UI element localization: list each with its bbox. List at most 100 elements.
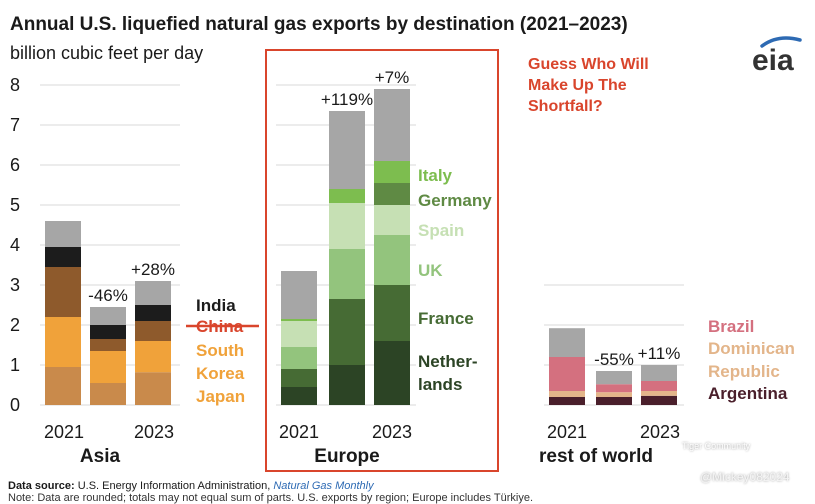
bar-segment (374, 285, 410, 341)
bar-segment (641, 395, 677, 405)
bar-segment (135, 341, 171, 373)
bar-segment (90, 307, 126, 325)
y-tick-label: 8 (10, 75, 20, 95)
x-tick-label: 2021 (279, 422, 319, 442)
eia-logo-text: eia (752, 44, 794, 77)
x-tick-label: 2023 (640, 422, 680, 442)
callout-text: Guess Who Will Make Up The Shortfall? (528, 54, 728, 117)
bar-segment (329, 189, 365, 203)
bar-segment (374, 161, 410, 183)
source-text: U.S. Energy Information Administration, (77, 480, 271, 492)
bar-segment (281, 321, 317, 347)
y-tick-label: 1 (10, 355, 20, 375)
bar-segment (281, 271, 317, 319)
eia-logo-icon: eia (752, 36, 802, 77)
bar-segment (549, 357, 585, 391)
watermark-community: Tiger Community (682, 441, 751, 451)
bar-segment (596, 371, 632, 385)
legend-label: Dominican (708, 339, 795, 358)
bar-segment (329, 299, 365, 365)
change-label: +119% (321, 90, 373, 109)
bar-segment (596, 384, 632, 393)
legend-label: Brazil (708, 317, 754, 336)
change-label: -55% (594, 350, 634, 369)
bar-segment (641, 391, 677, 396)
bar-segment (374, 341, 410, 405)
bar-segment (374, 183, 410, 205)
change-label: +7% (375, 68, 410, 87)
bar-segment (549, 397, 585, 405)
legend-label: Spain (418, 221, 464, 240)
bar-segment (90, 351, 126, 383)
bar-segment (281, 387, 317, 405)
legend-label: Nether- (418, 352, 478, 371)
legend-label: Germany (418, 191, 492, 210)
bar-segment (374, 205, 410, 235)
source-publication-link[interactable]: Natural Gas Monthly (273, 480, 374, 492)
y-tick-label: 4 (10, 235, 20, 255)
callout-line: Shortfall? (528, 98, 603, 115)
watermark-handle: @Mickey082024 (700, 470, 790, 484)
callout-line: Make Up The (528, 77, 627, 94)
bar-segment (549, 328, 585, 357)
group-label: Europe (314, 446, 379, 467)
bar-segment (549, 391, 585, 397)
legend-label: UK (418, 261, 443, 280)
bar-segment (90, 325, 126, 339)
bar-segment (45, 221, 81, 247)
chart-subtitle: billion cubic feet per day (10, 43, 204, 63)
group-label: rest of world (539, 446, 653, 467)
legend-label: Japan (196, 387, 245, 406)
bar-segment (45, 367, 81, 405)
bar-segment (45, 267, 81, 317)
europe-highlight-box (265, 49, 499, 472)
bar-segment (596, 392, 632, 397)
chart-notes: Note: Data are rounded; totals may not e… (8, 492, 534, 504)
bar-segment (329, 111, 365, 189)
bar-segment (374, 89, 410, 161)
change-label: +11% (638, 344, 681, 363)
legend-label: India (196, 296, 236, 315)
callout-line: Guess Who Will (528, 56, 649, 73)
x-tick-label: 2021 (44, 422, 84, 442)
bar-segment (135, 321, 171, 341)
x-tick-label: 2023 (372, 422, 412, 442)
legend-label: Argentina (708, 384, 788, 403)
legend-label: lands (418, 375, 462, 394)
bar-segment (329, 203, 365, 249)
bar-segment (45, 247, 81, 267)
y-tick-label: 6 (10, 155, 20, 175)
legend-label: France (418, 309, 474, 328)
legend-label: South (196, 341, 244, 360)
x-tick-label: 2023 (134, 422, 174, 442)
bar-segment (329, 365, 365, 405)
legend-label: Korea (196, 364, 245, 383)
bar-segment (90, 383, 126, 405)
bar-segment (90, 339, 126, 351)
y-tick-label: 2 (10, 315, 20, 335)
y-tick-label: 5 (10, 195, 20, 215)
bar-segment (641, 381, 677, 391)
group-label: Asia (80, 446, 121, 467)
bar-segment (135, 281, 171, 305)
x-tick-label: 2021 (547, 422, 587, 442)
bar-segment (135, 372, 171, 405)
bar-segment (281, 369, 317, 387)
bar-segment (329, 249, 365, 299)
y-tick-label: 3 (10, 275, 20, 295)
data-source: Data source: U.S. Energy Information Adm… (8, 480, 374, 492)
bar-segment (45, 317, 81, 367)
source-label: Data source: (8, 480, 75, 492)
legend-label: Italy (418, 166, 453, 185)
legend-label: Republic (708, 362, 780, 381)
change-label: +28% (131, 260, 175, 279)
bar-segment (281, 319, 317, 321)
bar-segment (374, 235, 410, 285)
y-tick-label: 7 (10, 115, 20, 135)
bar-segment (596, 397, 632, 405)
chart-title: Annual U.S. liquefied natural gas export… (10, 14, 628, 35)
y-tick-label: 0 (10, 395, 20, 415)
bar-segment (641, 365, 677, 381)
bar-segment (135, 305, 171, 321)
